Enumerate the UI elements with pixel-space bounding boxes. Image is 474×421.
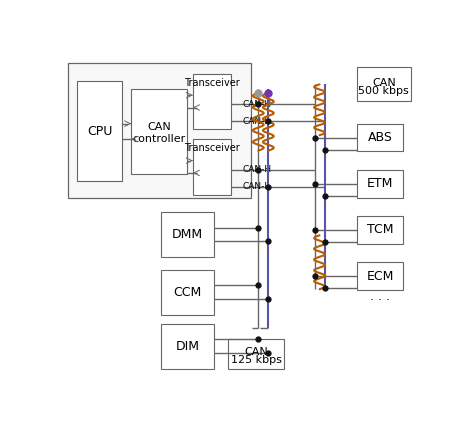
Bar [357, 216, 403, 244]
Bar [357, 170, 403, 197]
Bar [131, 89, 187, 174]
Bar [357, 124, 403, 152]
Bar [161, 270, 214, 314]
Text: Transceiver: Transceiver [184, 143, 240, 153]
Text: ECM: ECM [366, 269, 394, 282]
Text: 500 kbps: 500 kbps [358, 85, 409, 96]
Text: CAN-H: CAN-H [242, 165, 271, 174]
Text: ETM: ETM [367, 177, 393, 190]
Text: CAN
controller: CAN controller [132, 122, 186, 144]
Text: Transceiver: Transceiver [184, 78, 240, 88]
Text: CAN-L: CAN-L [242, 182, 270, 191]
Text: CAN-L: CAN-L [242, 117, 270, 126]
Text: CAN: CAN [244, 347, 268, 357]
Text: CCM: CCM [173, 286, 201, 299]
Bar [193, 139, 231, 195]
Text: CPU: CPU [87, 125, 112, 138]
Text: CAN: CAN [372, 78, 396, 88]
Bar [161, 212, 214, 257]
Text: ABS: ABS [367, 131, 392, 144]
Bar [68, 63, 251, 198]
Text: . . .: . . . [370, 290, 390, 304]
Bar [161, 324, 214, 368]
Bar [228, 339, 284, 368]
Bar [77, 81, 122, 181]
Bar [357, 262, 403, 290]
Text: CAN-H: CAN-H [242, 100, 271, 109]
Text: DMM: DMM [172, 228, 203, 241]
Text: TCM: TCM [367, 224, 393, 237]
Bar [193, 74, 231, 129]
Text: DIM: DIM [175, 340, 200, 353]
Bar [357, 67, 411, 101]
Text: 125 kbps: 125 kbps [230, 355, 282, 365]
